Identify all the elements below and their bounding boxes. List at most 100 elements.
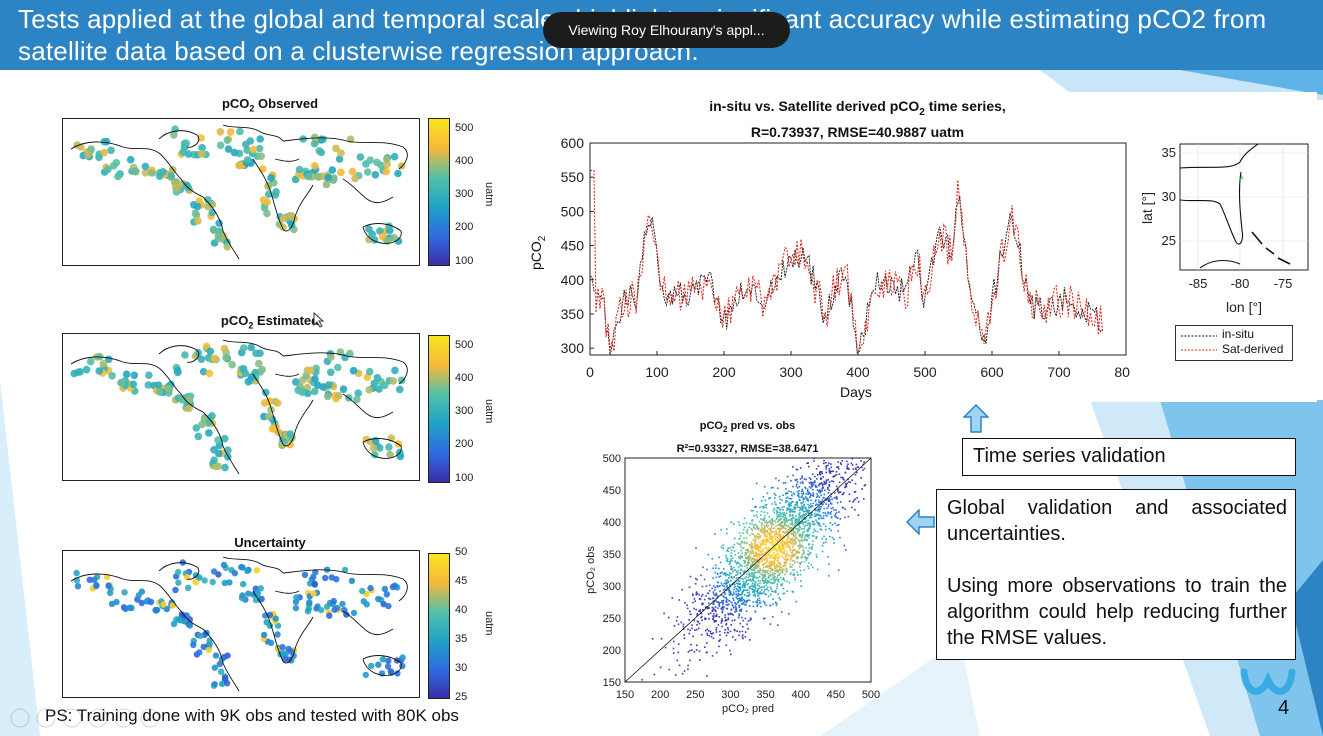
scatter-point	[741, 585, 744, 588]
map-data-point	[279, 214, 288, 223]
scatter-point	[818, 509, 820, 511]
scatter-point	[801, 509, 804, 511]
scatter-point	[711, 597, 714, 600]
time-series-stats: R=0.73937, RMSE=40.9887 uatm	[750, 124, 965, 140]
map-data-point	[224, 145, 233, 153]
scatter-point	[796, 537, 798, 539]
scatter-point	[772, 562, 775, 564]
scatter-point	[710, 635, 713, 638]
scatter-point	[801, 475, 803, 477]
scatter-point	[792, 554, 794, 557]
coastline	[202, 411, 240, 475]
scatter-point	[797, 545, 799, 547]
scatter-point	[698, 650, 701, 652]
scatter-point	[746, 531, 748, 533]
map-data-point	[214, 232, 223, 241]
scatter-point	[825, 528, 827, 531]
scatter-point	[737, 521, 740, 524]
scatter-point	[763, 543, 765, 545]
scatter-point	[764, 517, 766, 520]
map-data-point	[262, 388, 270, 397]
scatter-point	[721, 601, 723, 604]
xtick-label: 100	[645, 364, 669, 380]
scatter-point	[788, 526, 791, 528]
scatter-point	[706, 634, 709, 636]
scatter-point	[751, 543, 754, 546]
scatter-point	[699, 609, 701, 611]
scatter-point	[839, 462, 842, 464]
scatter-point	[754, 584, 757, 587]
scatter-point	[743, 594, 746, 596]
scatter-point	[749, 522, 751, 525]
scatter-point	[779, 535, 781, 538]
scatter-point	[808, 509, 811, 512]
scatter-point	[817, 495, 819, 497]
scatter-point	[754, 528, 757, 530]
scatter-point	[822, 476, 824, 478]
scatter-point	[712, 591, 715, 593]
scatter-point	[772, 575, 775, 577]
map-title: pCO2 Observed	[221, 96, 319, 114]
scatter-point	[774, 548, 776, 551]
coastline	[342, 178, 394, 204]
scatter-point	[805, 513, 807, 515]
scatter-point	[712, 632, 715, 634]
map-data-point	[198, 144, 206, 152]
scatter-point	[810, 506, 812, 509]
coastline	[282, 352, 408, 385]
scatter-point	[776, 570, 778, 573]
map-data-point	[247, 373, 256, 381]
colorbar	[428, 553, 450, 699]
scatter-point	[772, 557, 775, 559]
scatter-point	[715, 613, 718, 616]
scatter-point	[727, 550, 730, 552]
scatter-point	[729, 594, 731, 596]
scatter-point	[726, 579, 729, 581]
ytick-label: 400	[561, 272, 585, 288]
playback-controls[interactable]	[8, 706, 168, 730]
ytick-label: 150	[603, 677, 621, 689]
scatter-point	[795, 521, 798, 524]
scatter-point	[746, 561, 749, 563]
scatter-point	[766, 571, 769, 574]
scatter-point	[766, 560, 769, 562]
map-data-point	[196, 649, 203, 656]
webex-logo-icon[interactable]	[1238, 658, 1298, 702]
map-data-point	[152, 607, 160, 614]
scatter-point	[747, 564, 749, 566]
scatter-point	[715, 610, 717, 613]
scatter-point	[825, 458, 828, 459]
scatter-point	[808, 486, 811, 488]
scatter-point	[689, 629, 692, 632]
scatter-point	[821, 490, 823, 492]
map-data-point	[331, 606, 338, 613]
scatter-point	[749, 593, 751, 596]
scatter-point	[682, 625, 685, 628]
scatter-point	[860, 460, 862, 462]
scatter-point	[770, 560, 772, 563]
scatter-point	[874, 467, 876, 469]
scatter-point	[820, 501, 823, 503]
scatter-point	[805, 539, 808, 542]
scatter-point	[722, 603, 724, 605]
scatter-point	[815, 496, 818, 498]
map-data-point	[222, 354, 230, 362]
scatter-point	[725, 554, 727, 557]
scatter-point	[812, 566, 814, 569]
scatter-point	[765, 569, 768, 572]
scatter-point	[782, 509, 784, 511]
scatter-point	[642, 695, 644, 697]
scatter-point	[747, 599, 750, 601]
scatter-point	[807, 503, 809, 506]
screen-share-notice[interactable]: Viewing Roy Elhourany's appl...	[543, 12, 790, 48]
scatter-point	[760, 518, 762, 520]
scatter-point	[730, 576, 733, 578]
scatter-point	[756, 525, 758, 528]
scatter-point	[736, 630, 738, 632]
scatter-point	[816, 514, 819, 517]
scatter-point	[729, 561, 731, 564]
map-data-point	[286, 656, 293, 663]
scatter-point	[765, 593, 767, 596]
scatter-point	[814, 509, 817, 512]
scatter-point	[742, 626, 744, 628]
